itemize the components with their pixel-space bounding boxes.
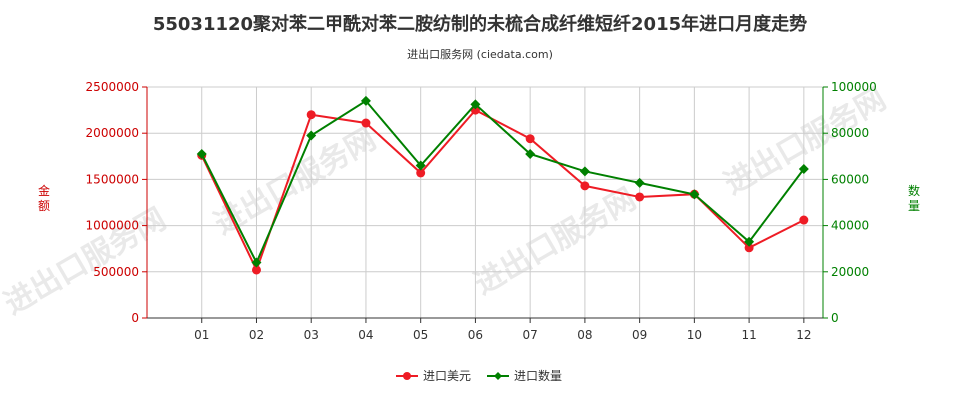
series-2-point (525, 148, 536, 159)
y-left-tick-label: 500000 (93, 265, 139, 279)
series-2-point (744, 236, 755, 247)
series-2-point (634, 177, 645, 188)
series-1-point (799, 215, 809, 225)
y-right-tick-label: 60000 (831, 172, 869, 186)
y-axis-left-title: 额 (38, 199, 50, 213)
series-1-point (635, 192, 645, 202)
y-left-tick-label: 1000000 (86, 219, 139, 233)
y-left-tick-label: 0 (131, 311, 139, 325)
legend-label-1: 进口美元 (423, 369, 471, 383)
y-right-tick-label: 0 (831, 311, 839, 325)
series-line-2 (200, 99, 805, 265)
y-axis-right-title: 量 (908, 199, 920, 213)
series-1-point (361, 118, 371, 128)
series-1-point (251, 265, 261, 275)
axis-layer: 0 500000 1000000 1500000 2000000 2500000 0 2000… (38, 80, 920, 342)
y-left-tick-label: 2500000 (86, 80, 139, 94)
chart-subtitle: 进出口服务网 (ciedata.com) (407, 47, 553, 61)
legend-label-2: 进口数量 (514, 368, 562, 383)
legend: 进口美元 进口数量 (396, 368, 562, 383)
series-2-point (798, 164, 809, 175)
x-tick-label: 09 (632, 328, 647, 342)
y-right-tick-label: 40000 (831, 219, 869, 233)
series-2-point (360, 95, 371, 106)
series-2-point (251, 257, 262, 268)
series-2-point (196, 148, 207, 159)
y-right-tick-label: 80000 (831, 126, 869, 140)
x-tick-label: 08 (577, 328, 592, 342)
series-2-point (415, 160, 426, 171)
series-1-point (306, 110, 316, 120)
x-tick-label: 02 (249, 328, 264, 342)
y-left-tick-label: 2000000 (86, 126, 139, 140)
series-2-point (579, 166, 590, 177)
y-right-tick-label: 20000 (831, 265, 869, 279)
x-tick-label: 10 (687, 328, 702, 342)
x-tick-label: 05 (413, 328, 428, 342)
series-1-point (416, 168, 426, 178)
y-left-tick-label: 1500000 (86, 172, 139, 186)
series-2-point (689, 189, 700, 200)
legend-marker-2 (494, 372, 502, 380)
series-1-point (580, 181, 590, 191)
series-1-point (744, 243, 754, 253)
x-tick-label: 01 (194, 328, 209, 342)
y-axis-left-title: 金 (38, 183, 50, 198)
x-tick-label: 07 (523, 328, 538, 342)
legend-marker-1 (403, 372, 411, 380)
x-tick-label: 03 (304, 328, 319, 342)
series-layer (196, 95, 809, 275)
series-2-point (470, 99, 481, 110)
x-tick-label: 11 (741, 328, 756, 342)
x-tick-label: 06 (468, 328, 483, 342)
chart-title: 55031120聚对苯二甲酰对苯二胺纺制的未梳合成纤维短纤2015年进口月度走势 (153, 13, 807, 35)
x-tick-label: 04 (358, 328, 373, 342)
watermark-text: 进出口服务网 (469, 182, 642, 302)
x-tick-label: 12 (796, 328, 811, 342)
series-1-point (525, 134, 535, 144)
series-2-point (306, 130, 317, 141)
y-axis-right-title: 数 (908, 183, 920, 198)
y-right-tick-label: 100000 (831, 80, 877, 94)
